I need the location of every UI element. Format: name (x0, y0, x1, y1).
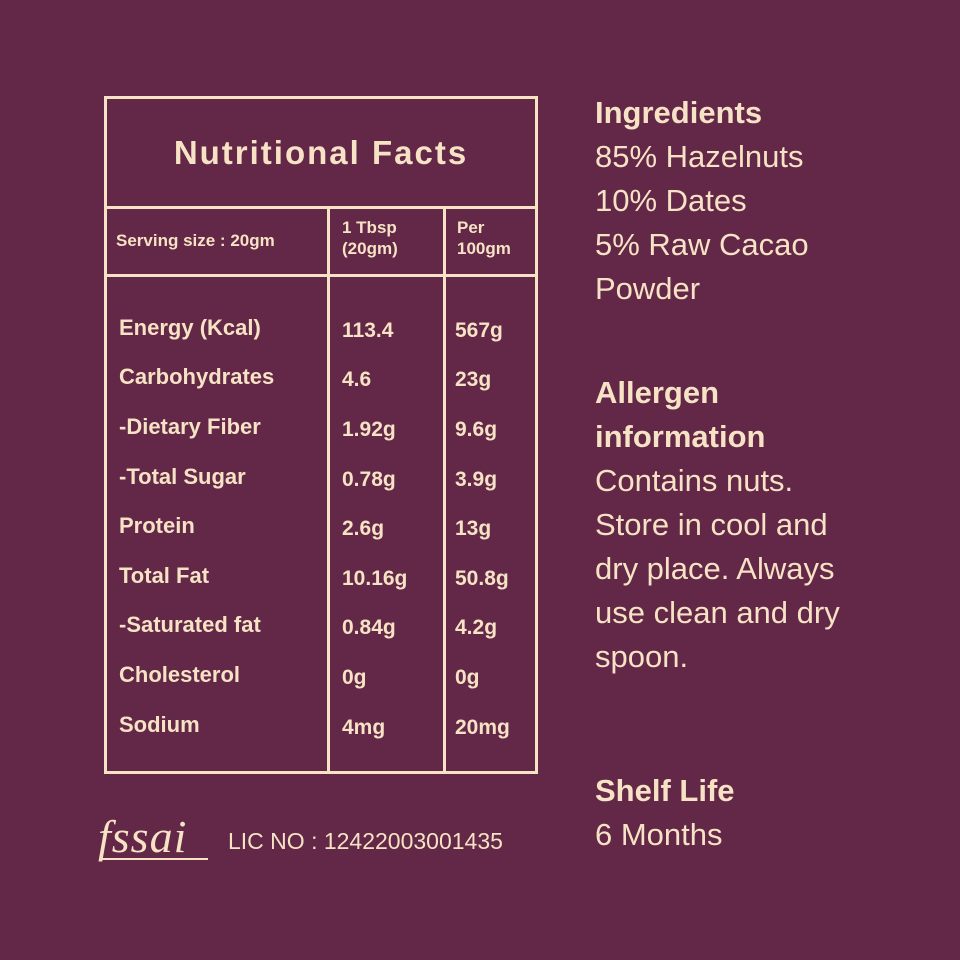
shelf-life-value: 6 Months (595, 817, 723, 852)
value-per-tbsp: 0.84g (342, 616, 396, 639)
nutrient-name: Carbohydrates (119, 364, 275, 389)
allergen-line: spoon. (595, 639, 689, 674)
value-per-tbsp: 1.92g (342, 418, 396, 441)
table-row: -Dietary Fiber 1.92g 9.6g (107, 414, 535, 454)
table-row: -Saturated fat 0.84g 4.2g (107, 612, 535, 652)
table-row: Protein 2.6g 13g (107, 513, 535, 553)
column-header-100gm: Per 100gm (457, 217, 511, 259)
nutrition-panel: Nutritional Facts Serving size : 20gm 1 … (104, 96, 538, 774)
value-per-tbsp: 0.78g (342, 468, 396, 491)
value-per-100gm: 50.8g (455, 567, 509, 590)
table-row: Energy (Kcal) 113.4 567g (107, 315, 535, 355)
fssai-logo-underline (100, 858, 208, 860)
column-header-line: 100gm (457, 239, 511, 258)
nutrient-name: Protein (119, 513, 195, 538)
nutrient-name: -Dietary Fiber (119, 414, 261, 439)
column-header-line: (20gm) (342, 239, 398, 258)
allergen-section: Allergen information Contains nuts. Stor… (595, 371, 840, 679)
ingredients-section: Ingredients 85% Hazelnuts 10% Dates 5% R… (595, 91, 809, 311)
allergen-line: dry place. Always (595, 551, 835, 586)
allergen-line: Store in cool and (595, 507, 828, 542)
allergen-heading: Allergen (595, 375, 720, 410)
table-row: Cholesterol 0g 0g (107, 662, 535, 702)
table-row: Carbohydrates 4.6 23g (107, 364, 535, 404)
value-per-100gm: 4.2g (455, 616, 498, 639)
allergen-line: use clean and dry (595, 595, 840, 630)
table-row: Total Fat 10.16g 50.8g (107, 563, 535, 603)
value-per-100gm: 567g (455, 319, 503, 342)
table-row: -Total Sugar 0.78g 3.9g (107, 464, 535, 504)
value-per-tbsp: 113.4 (342, 319, 394, 342)
serving-size-label: Serving size : 20gm (116, 231, 275, 250)
value-per-tbsp: 4.6 (342, 368, 372, 391)
nutrient-name: Energy (Kcal) (119, 315, 261, 340)
nutrient-name: -Saturated fat (119, 612, 261, 637)
column-header-line: 1 Tbsp (342, 218, 397, 237)
shelf-life-heading: Shelf Life (595, 773, 735, 808)
value-per-tbsp: 0g (342, 666, 367, 689)
column-header-tbsp: 1 Tbsp (20gm) (342, 217, 398, 259)
ingredient-line: Powder (595, 271, 701, 306)
divider (107, 274, 535, 277)
column-divider (327, 206, 330, 771)
table-row: Sodium 4mg 20mg (107, 712, 535, 752)
nutrient-name: -Total Sugar (119, 464, 246, 489)
column-divider (443, 206, 446, 771)
ingredient-line: 10% Dates (595, 183, 747, 218)
value-per-tbsp: 2.6g (342, 517, 385, 540)
value-per-tbsp: 10.16g (342, 567, 408, 590)
ingredient-line: 5% Raw Cacao (595, 227, 809, 262)
ingredients-heading: Ingredients (595, 95, 763, 130)
value-per-tbsp: 4mg (342, 716, 386, 739)
nutrient-name: Sodium (119, 712, 200, 737)
shelf-life-section: Shelf Life 6 Months (595, 769, 735, 857)
value-per-100gm: 9.6g (455, 418, 498, 441)
nutrition-title: Nutritional Facts (173, 133, 469, 171)
value-per-100gm: 0g (455, 666, 480, 689)
divider (107, 206, 535, 209)
column-header-line: Per (457, 218, 485, 237)
fssai-logo: fssai (98, 811, 188, 862)
value-per-100gm: 13g (455, 517, 492, 540)
ingredient-line: 85% Hazelnuts (595, 139, 804, 174)
license-number: LIC NO : 12422003001435 (228, 828, 503, 854)
nutrient-name: Cholesterol (119, 662, 241, 687)
allergen-line: Contains nuts. (595, 463, 794, 498)
nutrient-name: Total Fat (119, 563, 210, 588)
value-per-100gm: 23g (455, 368, 492, 391)
allergen-heading: information (595, 419, 766, 454)
value-per-100gm: 20mg (455, 716, 510, 739)
value-per-100gm: 3.9g (455, 468, 498, 491)
